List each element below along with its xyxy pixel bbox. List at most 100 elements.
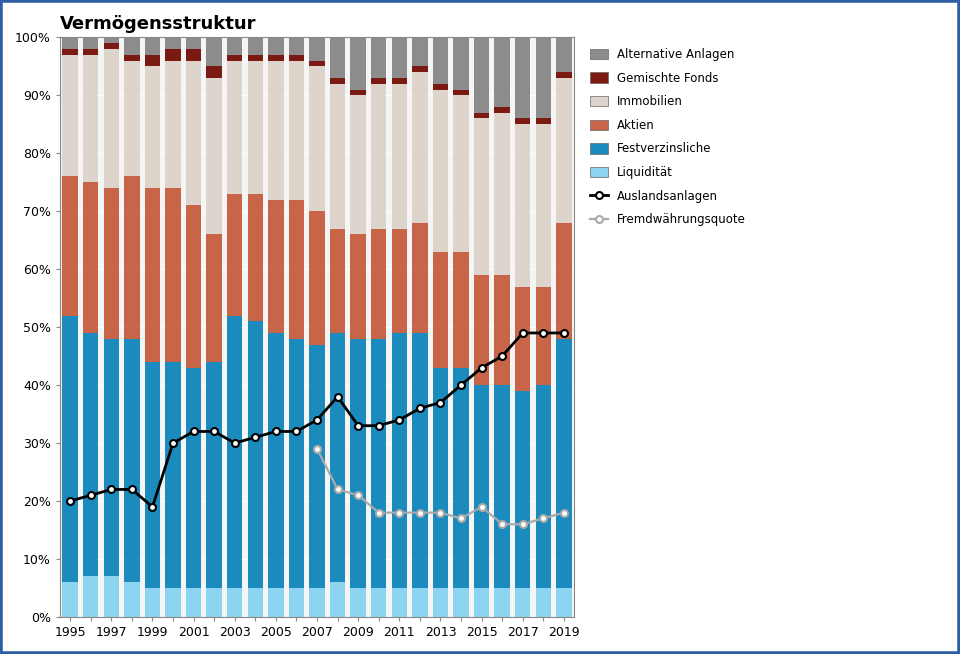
Bar: [330, 229, 346, 333]
Bar: [474, 385, 490, 588]
Bar: [248, 194, 263, 321]
Bar: [330, 582, 346, 617]
Bar: [268, 61, 283, 199]
Bar: [412, 66, 427, 72]
Bar: [124, 61, 139, 177]
Auslandsanlagen: [538, 329, 549, 337]
Bar: [186, 368, 202, 588]
Bar: [84, 576, 99, 617]
Bar: [228, 61, 243, 194]
Bar: [453, 588, 468, 617]
Bar: [536, 37, 551, 118]
Bar: [433, 588, 448, 617]
Bar: [268, 588, 283, 617]
Bar: [62, 582, 78, 617]
Fremdwährungsquote: [558, 509, 569, 517]
Bar: [84, 37, 99, 49]
Bar: [433, 252, 448, 368]
Bar: [62, 55, 78, 177]
Bar: [536, 118, 551, 124]
Bar: [372, 84, 387, 229]
Bar: [289, 55, 304, 61]
Bar: [453, 368, 468, 588]
Bar: [474, 37, 490, 112]
Bar: [536, 124, 551, 286]
Bar: [228, 316, 243, 588]
Bar: [392, 37, 407, 78]
Bar: [516, 588, 531, 617]
Bar: [248, 55, 263, 61]
Auslandsanlagen: [291, 428, 302, 436]
Bar: [412, 223, 427, 333]
Bar: [186, 205, 202, 368]
Bar: [309, 588, 324, 617]
Bar: [62, 49, 78, 55]
Bar: [412, 72, 427, 223]
Auslandsanlagen: [414, 404, 425, 412]
Bar: [145, 55, 160, 66]
Fremdwährungsquote: [311, 445, 323, 453]
Bar: [289, 199, 304, 339]
Auslandsanlagen: [352, 422, 364, 430]
Bar: [392, 229, 407, 333]
Bar: [228, 588, 243, 617]
Fremdwährungsquote: [352, 491, 364, 499]
Bar: [104, 188, 119, 339]
Bar: [536, 385, 551, 588]
Bar: [248, 588, 263, 617]
Bar: [206, 588, 222, 617]
Bar: [165, 37, 180, 49]
Bar: [124, 55, 139, 61]
Bar: [516, 124, 531, 286]
Bar: [433, 37, 448, 84]
Bar: [474, 588, 490, 617]
Auslandsanlagen: [85, 491, 97, 499]
Bar: [206, 66, 222, 78]
Auslandsanlagen: [167, 439, 179, 447]
Bar: [474, 275, 490, 385]
Bar: [289, 339, 304, 588]
Bar: [330, 78, 346, 84]
Bar: [309, 345, 324, 588]
Bar: [268, 37, 283, 55]
Bar: [556, 588, 571, 617]
Bar: [228, 55, 243, 61]
Bar: [186, 37, 202, 49]
Auslandsanlagen: [476, 364, 488, 371]
Fremdwährungsquote: [435, 509, 446, 517]
Bar: [206, 362, 222, 588]
Line: Fremdwährungsquote: Fremdwährungsquote: [314, 445, 567, 528]
Auslandsanlagen: [188, 428, 200, 436]
Auslandsanlagen: [435, 398, 446, 406]
Bar: [165, 61, 180, 188]
Bar: [84, 333, 99, 576]
Bar: [556, 37, 571, 72]
Fremdwährungsquote: [496, 521, 508, 528]
Bar: [165, 188, 180, 362]
Auslandsanlagen: [373, 422, 385, 430]
Bar: [536, 286, 551, 385]
Bar: [124, 37, 139, 55]
Bar: [309, 211, 324, 345]
Auslandsanlagen: [64, 497, 76, 505]
Bar: [145, 588, 160, 617]
Bar: [104, 37, 119, 43]
Bar: [516, 391, 531, 588]
Bar: [556, 223, 571, 339]
Fremdwährungsquote: [517, 521, 529, 528]
Bar: [248, 61, 263, 194]
Bar: [350, 95, 366, 234]
Bar: [516, 118, 531, 124]
Fremdwährungsquote: [476, 503, 488, 511]
Fremdwährungsquote: [373, 509, 385, 517]
Auslandsanlagen: [229, 439, 241, 447]
Legend: Alternative Anlagen, Gemischte Fonds, Immobilien, Aktien, Festverzinsliche, Liqu: Alternative Anlagen, Gemischte Fonds, Im…: [586, 43, 751, 231]
Bar: [453, 90, 468, 95]
Auslandsanlagen: [147, 503, 158, 511]
Bar: [433, 368, 448, 588]
Auslandsanlagen: [126, 485, 137, 493]
Bar: [84, 182, 99, 333]
Bar: [268, 333, 283, 588]
Bar: [228, 194, 243, 316]
Auslandsanlagen: [311, 416, 323, 424]
